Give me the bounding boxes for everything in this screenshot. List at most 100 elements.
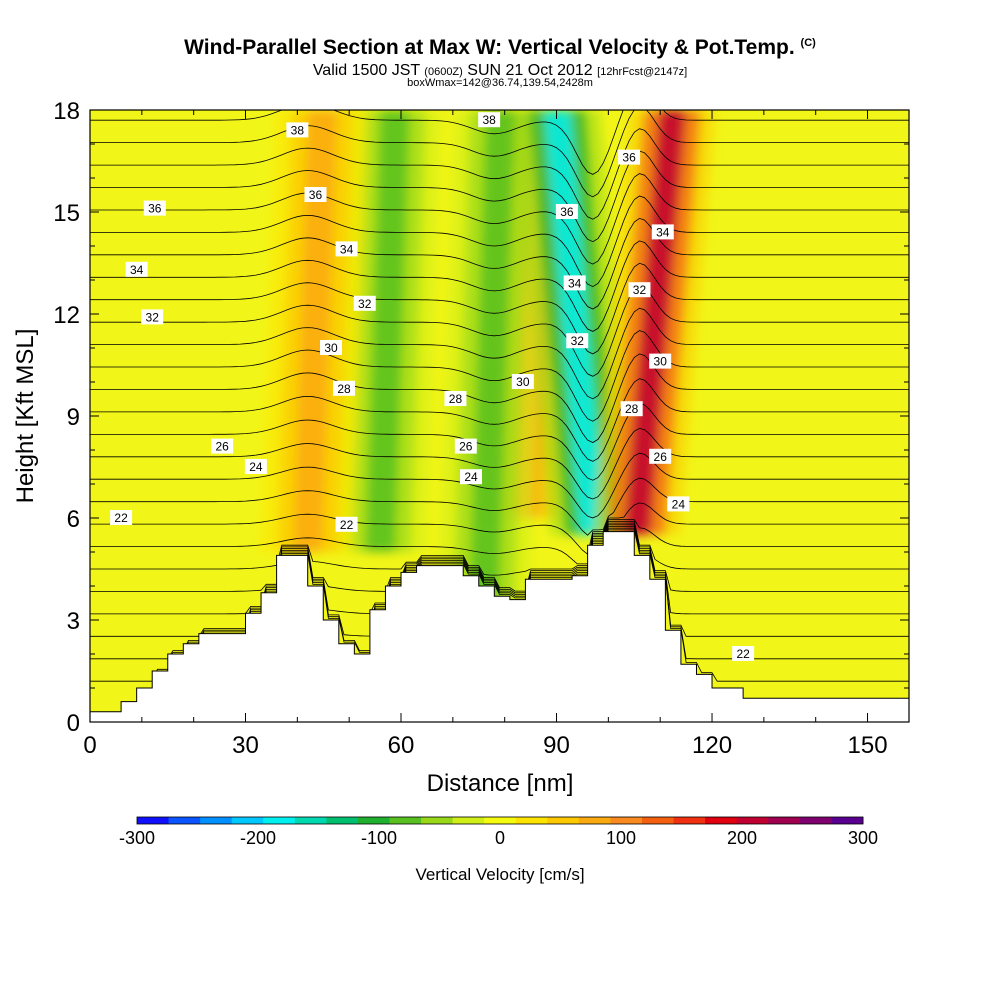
svg-text:32: 32 [146,310,160,324]
isentrope-line [90,285,909,377]
colorbar-segment [768,817,801,824]
isentrope-line [90,452,909,519]
contour-label: 32 [628,282,651,298]
x-tick-label: 60 [388,732,415,759]
isentrope-line [90,110,909,175]
contour-label: 34 [335,241,358,257]
contour-label: 34 [563,275,586,291]
plot-area: 22 22 22 24 24 24 26 26 26 28 28 28 30 30 30 32 32 32 32 34… [90,110,909,722]
svg-text:32: 32 [358,297,372,311]
isentrope-line [90,217,909,310]
colorbar-segment [642,817,675,824]
colorbar-segment [421,817,454,824]
contour-label: 24 [244,459,267,474]
svg-text:22: 22 [340,518,354,532]
colorbar-segment [831,817,864,824]
isentrope-line [90,128,909,220]
svg-text:30: 30 [516,375,530,389]
contour-label: 30 [511,374,534,389]
contour-label: 32 [141,309,164,325]
colorbar-segment [326,817,359,824]
colorbar-segment [736,817,769,824]
colorbar-tick-label: 200 [727,828,757,848]
colorbar-segment [578,817,611,824]
contour-label: 36 [618,149,641,165]
colorbar-segment [799,817,832,824]
velocity-band [293,110,338,552]
valid-zulu: (0600Z) [424,66,463,78]
isentrope-line [90,240,909,332]
isentrope-line [90,524,909,615]
isentrope-line [90,522,909,592]
colorbar-label: Vertical Velocity [cm/s] [415,865,584,884]
svg-text:38: 38 [482,113,496,127]
isentrope-line [90,150,909,243]
x-axis-label: Distance [nm] [427,770,574,797]
y-axis-label: Height [Kft MSL] [12,329,39,504]
colorbar-tick-label: -100 [361,828,397,848]
colorbar-tick-label: 0 [495,828,505,848]
svg-text:36: 36 [309,188,323,202]
colorbar-segment [200,817,233,824]
svg-text:24: 24 [672,497,686,511]
isentrope-line [90,173,909,265]
chart-title-text: Wind-Parallel Section at Max W: Vertical… [184,36,795,59]
isentrope-line [90,521,909,576]
contour-label: 26 [649,448,672,464]
isentrope-line [90,195,909,288]
isentrope-line [90,529,909,682]
svg-text:36: 36 [560,205,574,219]
contour-label: 36 [304,187,327,202]
colorbar-tick-label: 300 [848,828,878,848]
isentrope-line [90,378,909,462]
y-tick-label: 6 [67,506,80,533]
valid-date: SUN 21 Oct 2012 [467,62,593,79]
isentrope-line [90,110,909,198]
svg-text:26: 26 [216,440,230,454]
contour-label: 38 [478,112,501,128]
contour-label: 32 [566,333,589,349]
chart-subtitle: Valid 1500 JST (0600Z) SUN 21 Oct 2012 [… [0,62,1000,80]
svg-text:28: 28 [449,392,463,406]
svg-text:30: 30 [654,355,668,369]
isentrope-line [90,477,909,536]
contour-labels: 22 22 22 24 24 24 26 26 26 28 28 28 30 30 30 32 32 32 32 34… [110,112,755,661]
svg-text:26: 26 [654,450,668,464]
colorbar-segment [168,817,201,824]
svg-text:38: 38 [291,123,305,137]
colorbar-segment [357,817,390,824]
y-tick-label: 18 [53,98,80,125]
y-tick-label: 15 [53,200,80,227]
contour-label: 24 [459,469,482,485]
contour-label: 22 [110,510,133,525]
x-tick-label: 30 [232,732,259,759]
svg-text:22: 22 [114,511,128,525]
colorbar-segment [515,817,548,824]
svg-text:28: 28 [337,382,351,396]
svg-text:34: 34 [568,276,582,290]
colorbar-tick-label: -200 [240,828,276,848]
contour-label: 36 [143,200,166,216]
potential-temperature-contours [90,110,909,682]
valid-time: Valid 1500 JST [312,62,420,79]
svg-text:32: 32 [571,334,585,348]
svg-text:34: 34 [340,242,354,256]
svg-text:36: 36 [622,151,636,165]
contour-label: 28 [444,391,467,406]
isentrope-line [90,353,909,443]
contour-label: 28 [332,380,355,396]
colorbar: -300 -200 -100 0 100 200 300 [119,816,878,848]
svg-text:32: 32 [633,283,647,297]
chart-title: Wind-Parallel Section at Max W: Vertical… [0,36,1000,60]
vertical-velocity-shading [261,110,716,603]
isentrope-line [90,427,909,500]
colorbar-segment [294,817,327,824]
colorbar-segment [673,817,706,824]
isentrope-line [90,526,909,637]
colorbar-segment [705,817,738,824]
colorbar-segment [452,817,485,824]
isentrope-line [90,527,909,660]
colorbar-tick-label: -300 [119,828,155,848]
